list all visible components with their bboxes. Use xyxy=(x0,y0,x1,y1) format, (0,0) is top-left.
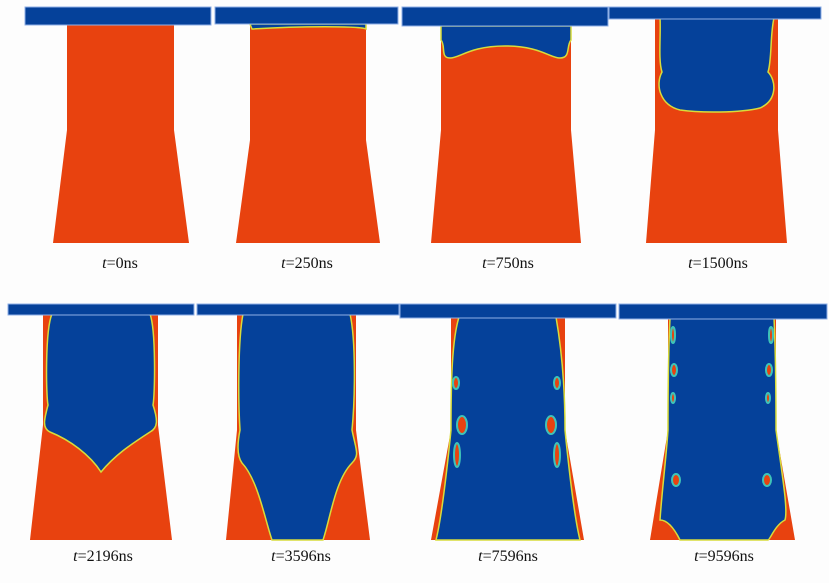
panel-8-blob xyxy=(670,363,678,377)
panel-8-time-label: t=9596ns xyxy=(694,548,754,565)
panel-8-blob xyxy=(670,326,676,344)
panel-7-blob xyxy=(545,415,557,435)
panel-6-void xyxy=(237,313,358,541)
panel-5-void xyxy=(43,313,158,474)
panel-7-cap xyxy=(399,303,617,319)
panel-4-cap xyxy=(608,6,822,20)
panel-2-body xyxy=(236,25,380,243)
panel-3-void xyxy=(440,25,572,59)
panel-5-time-label: t=2196ns xyxy=(73,548,133,565)
panel-7-blob xyxy=(456,415,468,435)
panel-8-blob xyxy=(765,392,771,404)
panel-8-blob xyxy=(768,326,774,344)
panel-6-time-label: t=3596ns xyxy=(271,548,331,565)
panel-7-blob xyxy=(553,376,561,390)
panel-4-time-label: t=1500ns xyxy=(688,255,748,272)
panel-2-void xyxy=(248,23,367,31)
panel-6-cap xyxy=(196,303,400,316)
panel-7-time-label: t=7596ns xyxy=(478,548,538,565)
panel-3-time-label: t=750ns xyxy=(482,255,534,272)
panel-5-cap xyxy=(7,303,195,316)
panel-3-body xyxy=(431,27,581,243)
panel-7-void xyxy=(435,316,581,541)
panel-1-cap xyxy=(24,6,212,26)
panel-7-blob xyxy=(452,376,460,390)
panel-8-void xyxy=(659,317,787,541)
panel-8-blob xyxy=(670,392,676,404)
panel-2-cap xyxy=(214,6,399,25)
panel-8-blob xyxy=(765,363,773,377)
panel-3-cap xyxy=(401,6,609,27)
panel-8-blob xyxy=(762,473,772,487)
panel-1-body xyxy=(53,25,189,243)
panel-7-blob xyxy=(453,442,461,468)
panel-7-blob xyxy=(553,442,561,468)
panel-2-time-label: t=250ns xyxy=(281,255,333,272)
panel-8-cap xyxy=(618,303,828,320)
panel-4-void xyxy=(658,17,775,113)
panel-1-time-label: t=0ns xyxy=(102,255,138,272)
panel-8-blob xyxy=(671,473,681,487)
